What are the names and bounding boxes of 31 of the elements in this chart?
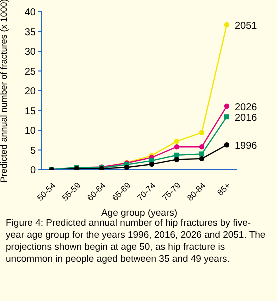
x-axis-title: Age group (years) [101,208,178,219]
y-tick-label: 35 [24,27,36,38]
series-label: 2051 [235,21,258,32]
caption: Figure 4: Predicted annual number of hip fractures by five-year age group for the years 1996, 2016, 2026 and 2051. The projections shown begin at age 50, as hip fracture is uncommon in people aged between 35 and 49 years. [6,218,267,266]
y-tick-label: 25 [24,66,36,78]
point [199,144,205,150]
point [199,156,205,162]
point [224,22,230,28]
point [149,162,155,168]
point [199,130,205,136]
y-tick-label: 15 [24,106,36,118]
point [174,152,180,158]
y-tick-label: 20 [24,86,36,98]
y-tick-label: 5 [30,146,36,157]
y-axis-title: Predicted annual number of fractures (x 1000) [0,0,10,183]
point [200,152,204,157]
point [124,165,130,170]
y-tick-label: 10 [24,126,36,138]
series-label: 2016 [235,113,258,124]
x-tick-label: 85+ [215,180,233,198]
y-tick-label: 0 [30,166,36,177]
point [224,142,230,148]
point [174,144,180,150]
point [224,114,230,120]
point [224,104,230,110]
series-label: 2026 [235,102,258,114]
point [174,157,180,162]
y-tick-label: 40 [24,8,36,19]
y-tick-label: 30 [24,47,36,58]
point [174,138,180,144]
series-label: 1996 [235,141,258,152]
